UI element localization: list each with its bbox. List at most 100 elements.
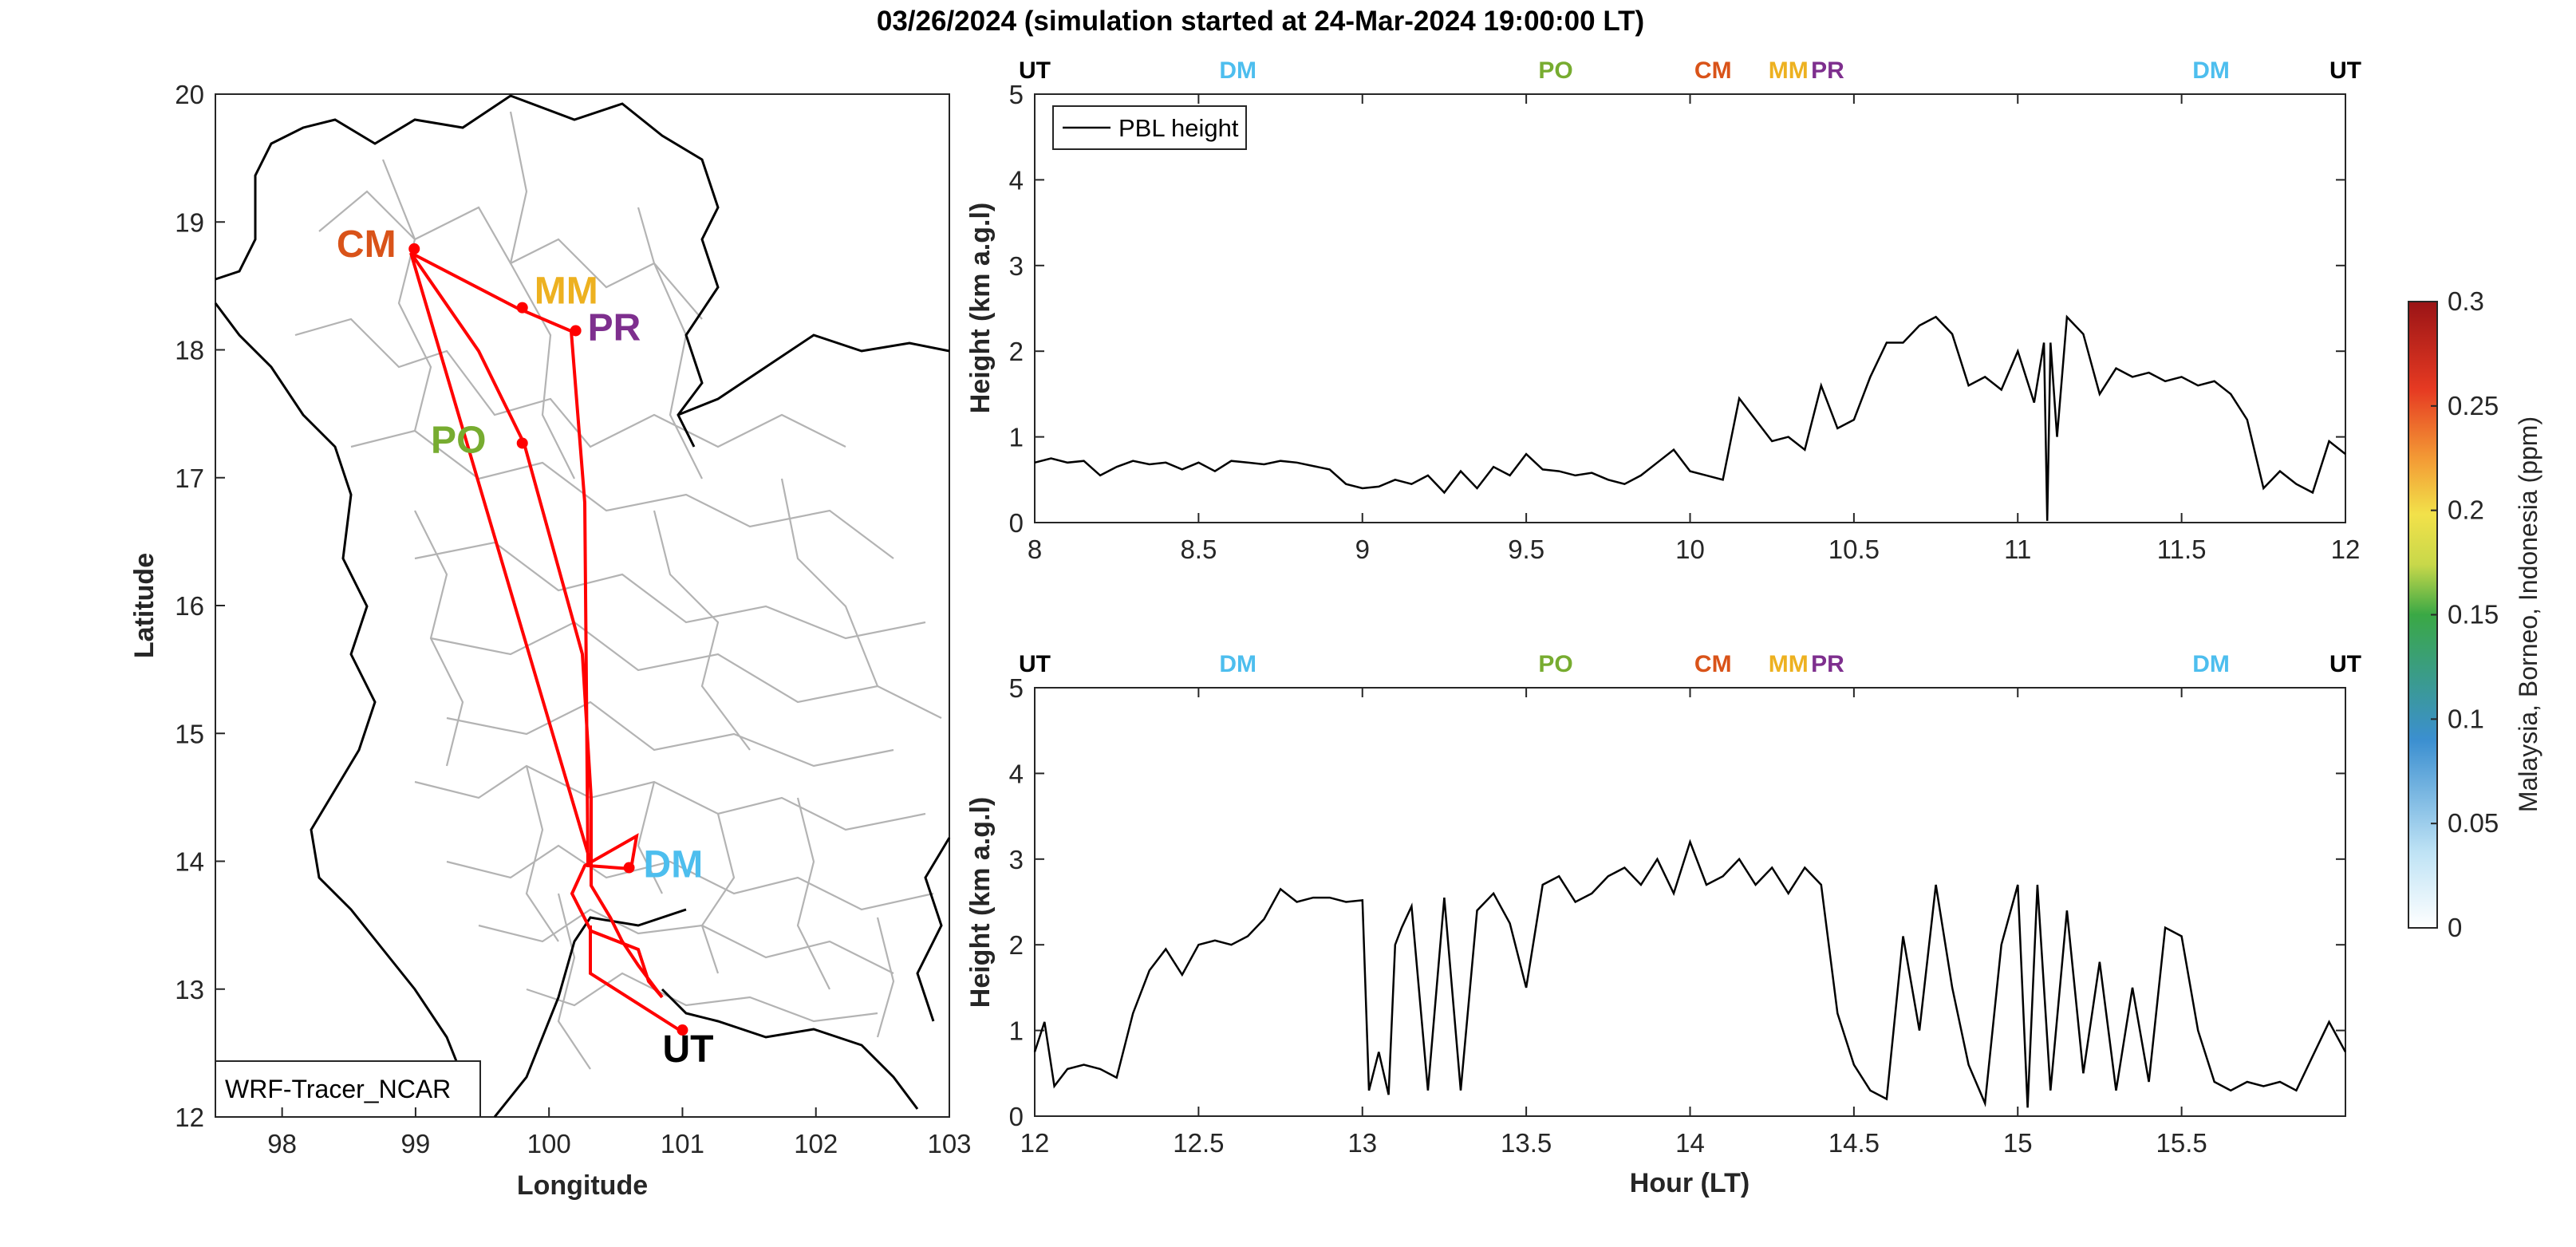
colorbar-label: Malaysia, Borneo, Indonesia (ppm) <box>2514 416 2542 812</box>
y-tick-label: 4 <box>1009 165 1024 195</box>
colorbar: 0 0.05 0.1 0.15 0.2 0.25 0.3 Malaysia, Borneo,… <box>2408 286 2542 942</box>
site-marker-po <box>516 437 528 449</box>
country-border <box>214 94 951 1118</box>
map-y-tick-label: 19 <box>175 207 204 237</box>
map-y-tick-label: 20 <box>175 80 204 109</box>
x-tick-label: 15 <box>2003 1128 2033 1158</box>
map-x-ticks: 98 99 100 101 102 103 <box>267 1107 972 1158</box>
y-tick-label: 4 <box>1009 759 1024 788</box>
site-marker-label-po: PO <box>1538 57 1572 84</box>
site-marker-label-mm: MM <box>1769 57 1809 84</box>
site-marker-label-ut: UT <box>1019 651 1051 677</box>
map-axes-box <box>215 93 950 1118</box>
map-x-tick-label: 98 <box>267 1129 297 1158</box>
x-tick-label: 13 <box>1347 1128 1377 1158</box>
colorbar-tick-label: 0.15 <box>2448 600 2499 629</box>
site-label-ut: UT <box>662 1028 713 1071</box>
bottom-xlabel: Hour (LT) <box>1630 1168 1750 1198</box>
map-y-ticks: 12 13 14 15 16 17 18 19 20 <box>175 80 225 1132</box>
site-marker-label-pr: PR <box>1811 651 1844 677</box>
map-x-tick-label: 99 <box>401 1129 431 1158</box>
y-tick-label: 2 <box>1009 337 1024 366</box>
x-tick-label: 12.5 <box>1173 1128 1224 1158</box>
map-x-tick-label: 101 <box>661 1129 704 1158</box>
model-label-box <box>215 1060 481 1118</box>
flight-track <box>409 251 680 1031</box>
map-y-tick-label: 16 <box>175 591 204 621</box>
site-marker-label-ut: UT <box>1019 57 1051 84</box>
site-marker-label-dm: DM <box>2192 57 2230 84</box>
y-tick-label: 1 <box>1009 423 1024 452</box>
x-tick-label: 14 <box>1675 1128 1705 1158</box>
map-ylabel: Latitude <box>129 553 160 658</box>
colorbar-tick-label: 0.25 <box>2448 391 2499 420</box>
site-marker-pr <box>570 325 582 337</box>
map-y-tick-label: 12 <box>175 1103 204 1132</box>
map-x-tick-label: 100 <box>527 1129 571 1158</box>
site-marker-label-dm: DM <box>1219 651 1256 677</box>
model-label: WRF-Tracer_NCAR <box>225 1075 451 1103</box>
y-tick-label: 5 <box>1009 673 1024 703</box>
top-ylabel: Height (km a.g.l) <box>965 203 996 413</box>
map-x-tick-label: 102 <box>794 1129 838 1158</box>
legend-label: PBL height <box>1118 114 1239 142</box>
top-axes-box <box>1034 93 2346 523</box>
y-tick-label: 2 <box>1009 930 1024 960</box>
site-marker-label-ut: UT <box>2329 651 2361 677</box>
bottom-pbl-line <box>1033 839 2347 1108</box>
y-tick-label: 0 <box>1009 508 1024 538</box>
figure-title: 03/26/2024 (simulation started at 24-Mar… <box>877 6 1644 37</box>
x-tick-label: 9 <box>1355 535 1370 564</box>
site-marker-label-ut: UT <box>2329 57 2361 84</box>
x-tick-label: 10 <box>1675 535 1705 564</box>
colorbar-tick-label: 0 <box>2448 913 2462 942</box>
map-y-tick-label: 14 <box>175 847 204 877</box>
colorbar-tick-label: 0.05 <box>2448 808 2499 838</box>
x-tick-label: 12 <box>1020 1128 1050 1158</box>
site-marker-label-cm: CM <box>1694 57 1732 84</box>
x-tick-label: 8.5 <box>1180 535 1217 564</box>
map-x-tick-label: 103 <box>927 1129 971 1158</box>
y-tick-label: 5 <box>1009 80 1024 109</box>
x-tick-label: 8 <box>1028 535 1042 564</box>
site-marker-label-pr: PR <box>1811 57 1844 84</box>
site-marker-label-dm: DM <box>1219 57 1256 84</box>
site-label-dm: DM <box>644 844 704 886</box>
bottom-axes-box <box>1034 687 2346 1117</box>
x-tick-label: 11.5 <box>2157 535 2207 564</box>
map-y-tick-label: 17 <box>175 464 204 493</box>
top-pbl-line <box>1034 314 2346 521</box>
y-tick-label: 1 <box>1009 1016 1024 1046</box>
site-marker-cm <box>408 243 420 255</box>
site-label-mm: MM <box>535 270 598 313</box>
colorbar-tick-label: 0.3 <box>2448 286 2484 316</box>
site-label-po: PO <box>431 419 486 461</box>
legend: PBL height <box>1052 105 1247 150</box>
top-site-markers: UT DM PO CM MM PR DM UT <box>1019 57 2361 84</box>
site-marker-mm <box>516 302 528 314</box>
x-tick-label: 9.5 <box>1508 535 1544 564</box>
x-tick-label: 12 <box>2331 535 2361 564</box>
map-y-tick-label: 18 <box>175 336 204 365</box>
site-marker-label-dm: DM <box>2192 651 2230 677</box>
province-boundaries <box>294 111 942 1070</box>
bottom-site-markers: UT DM PO CM MM PR DM UT <box>1019 651 2361 677</box>
map-y-tick-label: 13 <box>175 975 204 1004</box>
x-tick-label: 15.5 <box>2156 1128 2207 1158</box>
x-tick-label: 13.5 <box>1501 1128 1552 1158</box>
map-site-markers <box>408 243 688 1036</box>
x-tick-label: 10.5 <box>1828 535 1880 564</box>
x-tick-label: 14.5 <box>1828 1128 1880 1158</box>
site-marker-dm <box>623 862 635 874</box>
y-tick-label: 0 <box>1009 1102 1024 1131</box>
site-marker-ut <box>677 1024 688 1036</box>
colorbar-ticks: 0 0.05 0.1 0.15 0.2 0.25 0.3 <box>2431 286 2499 942</box>
y-tick-label: 3 <box>1009 845 1024 874</box>
y-tick-label: 3 <box>1009 251 1024 281</box>
